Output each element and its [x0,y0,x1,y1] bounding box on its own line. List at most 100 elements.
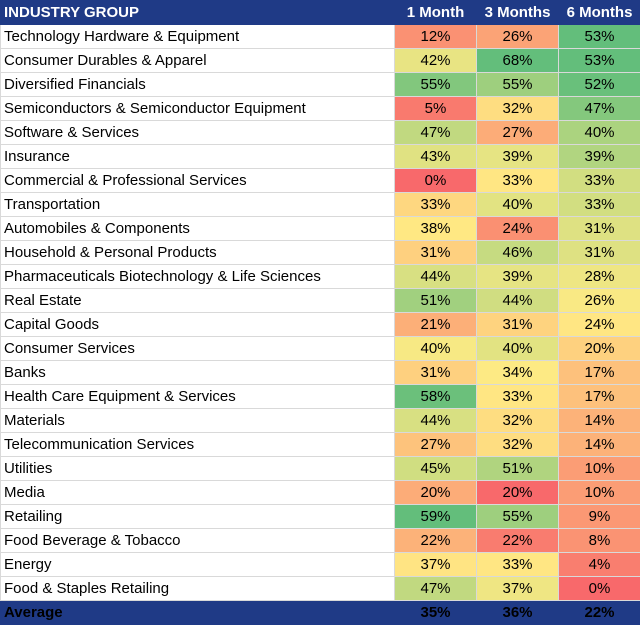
cell-3-months: 27% [477,121,559,145]
cell-6-months: 33% [559,193,640,217]
table-row: Pharmaceuticals Biotechnology & Life Sci… [1,265,640,289]
industry-name: Banks [1,361,395,385]
cell-3-months: 32% [477,97,559,121]
cell-3-months: 32% [477,409,559,433]
cell-6-months: 17% [559,361,640,385]
cell-3-months: 34% [477,361,559,385]
cell-1-month: 47% [395,577,477,601]
cell-1-month: 12% [395,25,477,49]
cell-1-month: 0% [395,169,477,193]
cell-6-months: 31% [559,241,640,265]
industry-name: Consumer Services [1,337,395,361]
header-industry-group: INDUSTRY GROUP [1,1,395,25]
industry-name: Utilities [1,457,395,481]
cell-6-months: 47% [559,97,640,121]
cell-6-months: 10% [559,481,640,505]
industry-name: Consumer Durables & Apparel [1,49,395,73]
average-label: Average [1,601,395,625]
cell-6-months: 17% [559,385,640,409]
industry-name: Food & Staples Retailing [1,577,395,601]
cell-1-month: 31% [395,241,477,265]
cell-3-months: 31% [477,313,559,337]
industry-name: Materials [1,409,395,433]
header-6-months: 6 Months [559,1,640,25]
industry-name: Transportation [1,193,395,217]
average-3-months: 36% [477,601,559,625]
cell-6-months: 10% [559,457,640,481]
cell-6-months: 14% [559,433,640,457]
cell-3-months: 24% [477,217,559,241]
cell-3-months: 46% [477,241,559,265]
cell-6-months: 8% [559,529,640,553]
cell-3-months: 33% [477,169,559,193]
cell-1-month: 55% [395,73,477,97]
average-row: Average 35% 36% 22% [1,601,640,625]
cell-1-month: 45% [395,457,477,481]
cell-1-month: 58% [395,385,477,409]
industry-name: Pharmaceuticals Biotechnology & Life Sci… [1,265,395,289]
cell-3-months: 33% [477,553,559,577]
industry-name: Capital Goods [1,313,395,337]
industry-name: Software & Services [1,121,395,145]
industry-name: Media [1,481,395,505]
cell-3-months: 68% [477,49,559,73]
cell-3-months: 22% [477,529,559,553]
cell-1-month: 44% [395,265,477,289]
cell-1-month: 38% [395,217,477,241]
cell-3-months: 39% [477,145,559,169]
cell-1-month: 43% [395,145,477,169]
cell-3-months: 20% [477,481,559,505]
cell-3-months: 51% [477,457,559,481]
cell-6-months: 39% [559,145,640,169]
header-row: INDUSTRY GROUP 1 Month 3 Months 6 Months [1,1,640,25]
average-1-month: 35% [395,601,477,625]
cell-6-months: 20% [559,337,640,361]
cell-6-months: 40% [559,121,640,145]
cell-1-month: 22% [395,529,477,553]
cell-6-months: 4% [559,553,640,577]
cell-1-month: 31% [395,361,477,385]
header-3-months: 3 Months [477,1,559,25]
industry-name: Telecommunication Services [1,433,395,457]
cell-1-month: 44% [395,409,477,433]
cell-1-month: 27% [395,433,477,457]
cell-1-month: 37% [395,553,477,577]
cell-6-months: 31% [559,217,640,241]
cell-6-months: 24% [559,313,640,337]
cell-3-months: 55% [477,73,559,97]
industry-name: Retailing [1,505,395,529]
cell-3-months: 40% [477,337,559,361]
cell-3-months: 40% [477,193,559,217]
cell-3-months: 44% [477,289,559,313]
cell-6-months: 26% [559,289,640,313]
cell-1-month: 42% [395,49,477,73]
industry-name: Energy [1,553,395,577]
cell-1-month: 5% [395,97,477,121]
cell-1-month: 47% [395,121,477,145]
industry-name: Real Estate [1,289,395,313]
header-1-month: 1 Month [395,1,477,25]
industry-name: Automobiles & Components [1,217,395,241]
table-row: Semiconductors & Semiconductor Equipment… [1,97,640,121]
cell-3-months: 55% [477,505,559,529]
cell-3-months: 39% [477,265,559,289]
industry-name: Commercial & Professional Services [1,169,395,193]
cell-6-months: 0% [559,577,640,601]
